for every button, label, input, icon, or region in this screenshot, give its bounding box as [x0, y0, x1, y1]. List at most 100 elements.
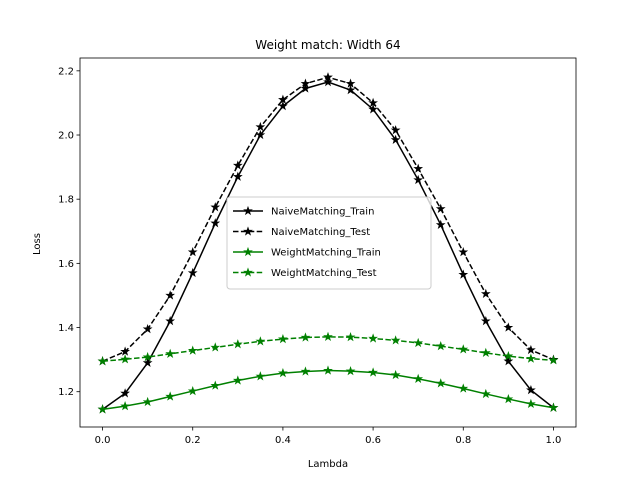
data-point [526, 384, 536, 395]
data-point [480, 315, 491, 326]
data-point [345, 332, 356, 342]
data-point [278, 101, 288, 111]
y-axis-ticks: 1.2 1.4 1.6 1.8 2.0 2.2 [58, 66, 80, 398]
data-point [390, 369, 401, 380]
data-point [165, 290, 176, 300]
data-point [142, 351, 153, 362]
data-point [142, 396, 153, 407]
data-point [368, 104, 378, 114]
data-point [210, 218, 221, 228]
data-point [323, 331, 333, 341]
data-point [458, 247, 469, 257]
data-point [165, 315, 176, 326]
data-point [503, 322, 514, 332]
data-point [97, 404, 108, 414]
data-point [458, 269, 469, 279]
data-point [368, 333, 378, 343]
data-point [255, 121, 266, 132]
data-point [255, 129, 266, 140]
data-point [435, 219, 446, 229]
data-point [187, 385, 198, 396]
data-point [526, 398, 536, 409]
x-tick-label: 0.4 [275, 435, 291, 446]
legend-marker [243, 226, 253, 236]
data-point [413, 174, 424, 185]
data-point [300, 83, 311, 93]
series-line [102, 336, 554, 362]
data-point [526, 353, 536, 363]
y-axis-label: Loss [32, 233, 43, 255]
x-axis-ticks: 0.0 0.2 0.4 0.6 0.8 1.0 [95, 427, 562, 446]
data-point [345, 84, 356, 95]
data-point [165, 391, 176, 401]
data-point [548, 355, 559, 365]
data-point [210, 380, 221, 390]
data-point [232, 160, 243, 170]
data-point [323, 76, 333, 87]
data-point [413, 373, 424, 384]
series-layer [97, 72, 559, 414]
x-tick-label: 0.2 [185, 435, 201, 446]
data-point [435, 341, 446, 351]
data-point [435, 378, 446, 388]
x-tick-label: 0.8 [455, 435, 471, 446]
data-point [300, 332, 311, 342]
data-point [278, 94, 288, 104]
data-point [278, 333, 288, 344]
y-tick-label: 1.2 [58, 387, 74, 398]
y-tick-label: 2.0 [58, 131, 74, 142]
legend-label: NaiveMatching_Test [271, 227, 370, 238]
data-point [232, 375, 243, 385]
series-NaiveMatching_Test [97, 72, 559, 366]
data-point [390, 125, 401, 135]
data-point [526, 344, 536, 355]
data-point [368, 97, 378, 108]
legend-marker [243, 267, 253, 277]
x-tick-label: 0.0 [95, 435, 111, 446]
data-point [503, 393, 514, 404]
y-tick-label: 1.6 [58, 259, 74, 270]
data-point [142, 324, 153, 334]
data-point [278, 367, 288, 378]
data-point [300, 78, 311, 88]
data-point [255, 336, 266, 346]
data-point [480, 288, 491, 298]
data-point [548, 402, 559, 412]
legend-marker [243, 205, 253, 216]
data-point [142, 357, 153, 367]
data-point [390, 134, 401, 144]
legend-entry: NaiveMatching_Test [233, 226, 370, 238]
legend-label: NaiveMatching_Train [271, 207, 374, 218]
data-point [345, 366, 356, 376]
data-point [480, 347, 491, 358]
data-point [323, 365, 333, 375]
x-tick-label: 0.6 [365, 435, 381, 446]
series-WeightMatching_Test [97, 331, 559, 366]
data-point [120, 401, 130, 411]
data-point [368, 367, 378, 377]
data-point [232, 339, 243, 349]
axes-frame [79, 57, 577, 428]
series-NaiveMatching_Train [97, 76, 559, 414]
data-point [458, 383, 469, 393]
data-point [120, 354, 130, 364]
data-point [187, 247, 198, 257]
data-point [210, 202, 221, 212]
data-point [480, 388, 491, 399]
data-point [120, 388, 130, 398]
chart-title: Weight match: Width 64 [255, 38, 400, 52]
legend-box [226, 196, 432, 290]
data-point [300, 366, 311, 376]
data-point [97, 356, 108, 366]
data-point [345, 78, 356, 88]
data-point [458, 344, 469, 354]
x-tick-label: 1.0 [546, 435, 562, 446]
series-WeightMatching_Train [97, 365, 559, 414]
y-tick-label: 2.2 [58, 66, 74, 77]
data-point [165, 348, 176, 358]
data-point [390, 335, 401, 345]
data-point [210, 342, 221, 352]
data-point [413, 337, 424, 348]
axes-spines [79, 57, 577, 428]
